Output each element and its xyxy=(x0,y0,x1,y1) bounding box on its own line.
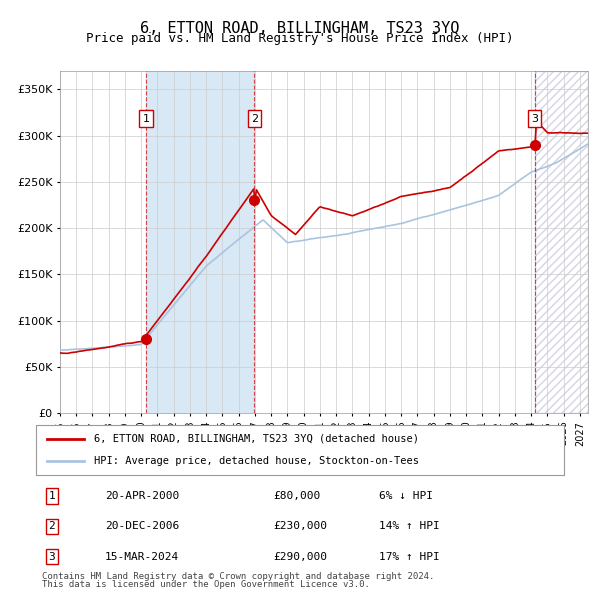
Text: 20-DEC-2006: 20-DEC-2006 xyxy=(104,522,179,532)
Text: 17% ↑ HPI: 17% ↑ HPI xyxy=(379,552,440,562)
Text: 1: 1 xyxy=(49,491,55,501)
Text: £290,000: £290,000 xyxy=(274,552,328,562)
FancyBboxPatch shape xyxy=(36,425,564,475)
Text: 2: 2 xyxy=(49,522,55,532)
Text: 3: 3 xyxy=(49,552,55,562)
Text: 14% ↑ HPI: 14% ↑ HPI xyxy=(379,522,440,532)
Text: Contains HM Land Registry data © Crown copyright and database right 2024.: Contains HM Land Registry data © Crown c… xyxy=(42,572,434,581)
Text: This data is licensed under the Open Government Licence v3.0.: This data is licensed under the Open Gov… xyxy=(42,580,370,589)
Text: 6, ETTON ROAD, BILLINGHAM, TS23 3YQ (detached house): 6, ETTON ROAD, BILLINGHAM, TS23 3YQ (det… xyxy=(94,434,419,444)
Text: 3: 3 xyxy=(531,114,538,124)
Text: Price paid vs. HM Land Registry's House Price Index (HPI): Price paid vs. HM Land Registry's House … xyxy=(86,32,514,45)
Bar xyxy=(146,71,254,413)
Text: £80,000: £80,000 xyxy=(274,491,321,501)
Text: 2: 2 xyxy=(251,114,258,124)
Text: £230,000: £230,000 xyxy=(274,522,328,532)
Text: 1: 1 xyxy=(143,114,149,124)
Bar xyxy=(535,71,588,413)
Text: 15-MAR-2024: 15-MAR-2024 xyxy=(104,552,179,562)
Text: HPI: Average price, detached house, Stockton-on-Tees: HPI: Average price, detached house, Stoc… xyxy=(94,456,419,466)
Text: 20-APR-2000: 20-APR-2000 xyxy=(104,491,179,501)
Text: 6, ETTON ROAD, BILLINGHAM, TS23 3YQ: 6, ETTON ROAD, BILLINGHAM, TS23 3YQ xyxy=(140,21,460,35)
Text: 6% ↓ HPI: 6% ↓ HPI xyxy=(379,491,433,501)
Bar xyxy=(535,71,588,413)
